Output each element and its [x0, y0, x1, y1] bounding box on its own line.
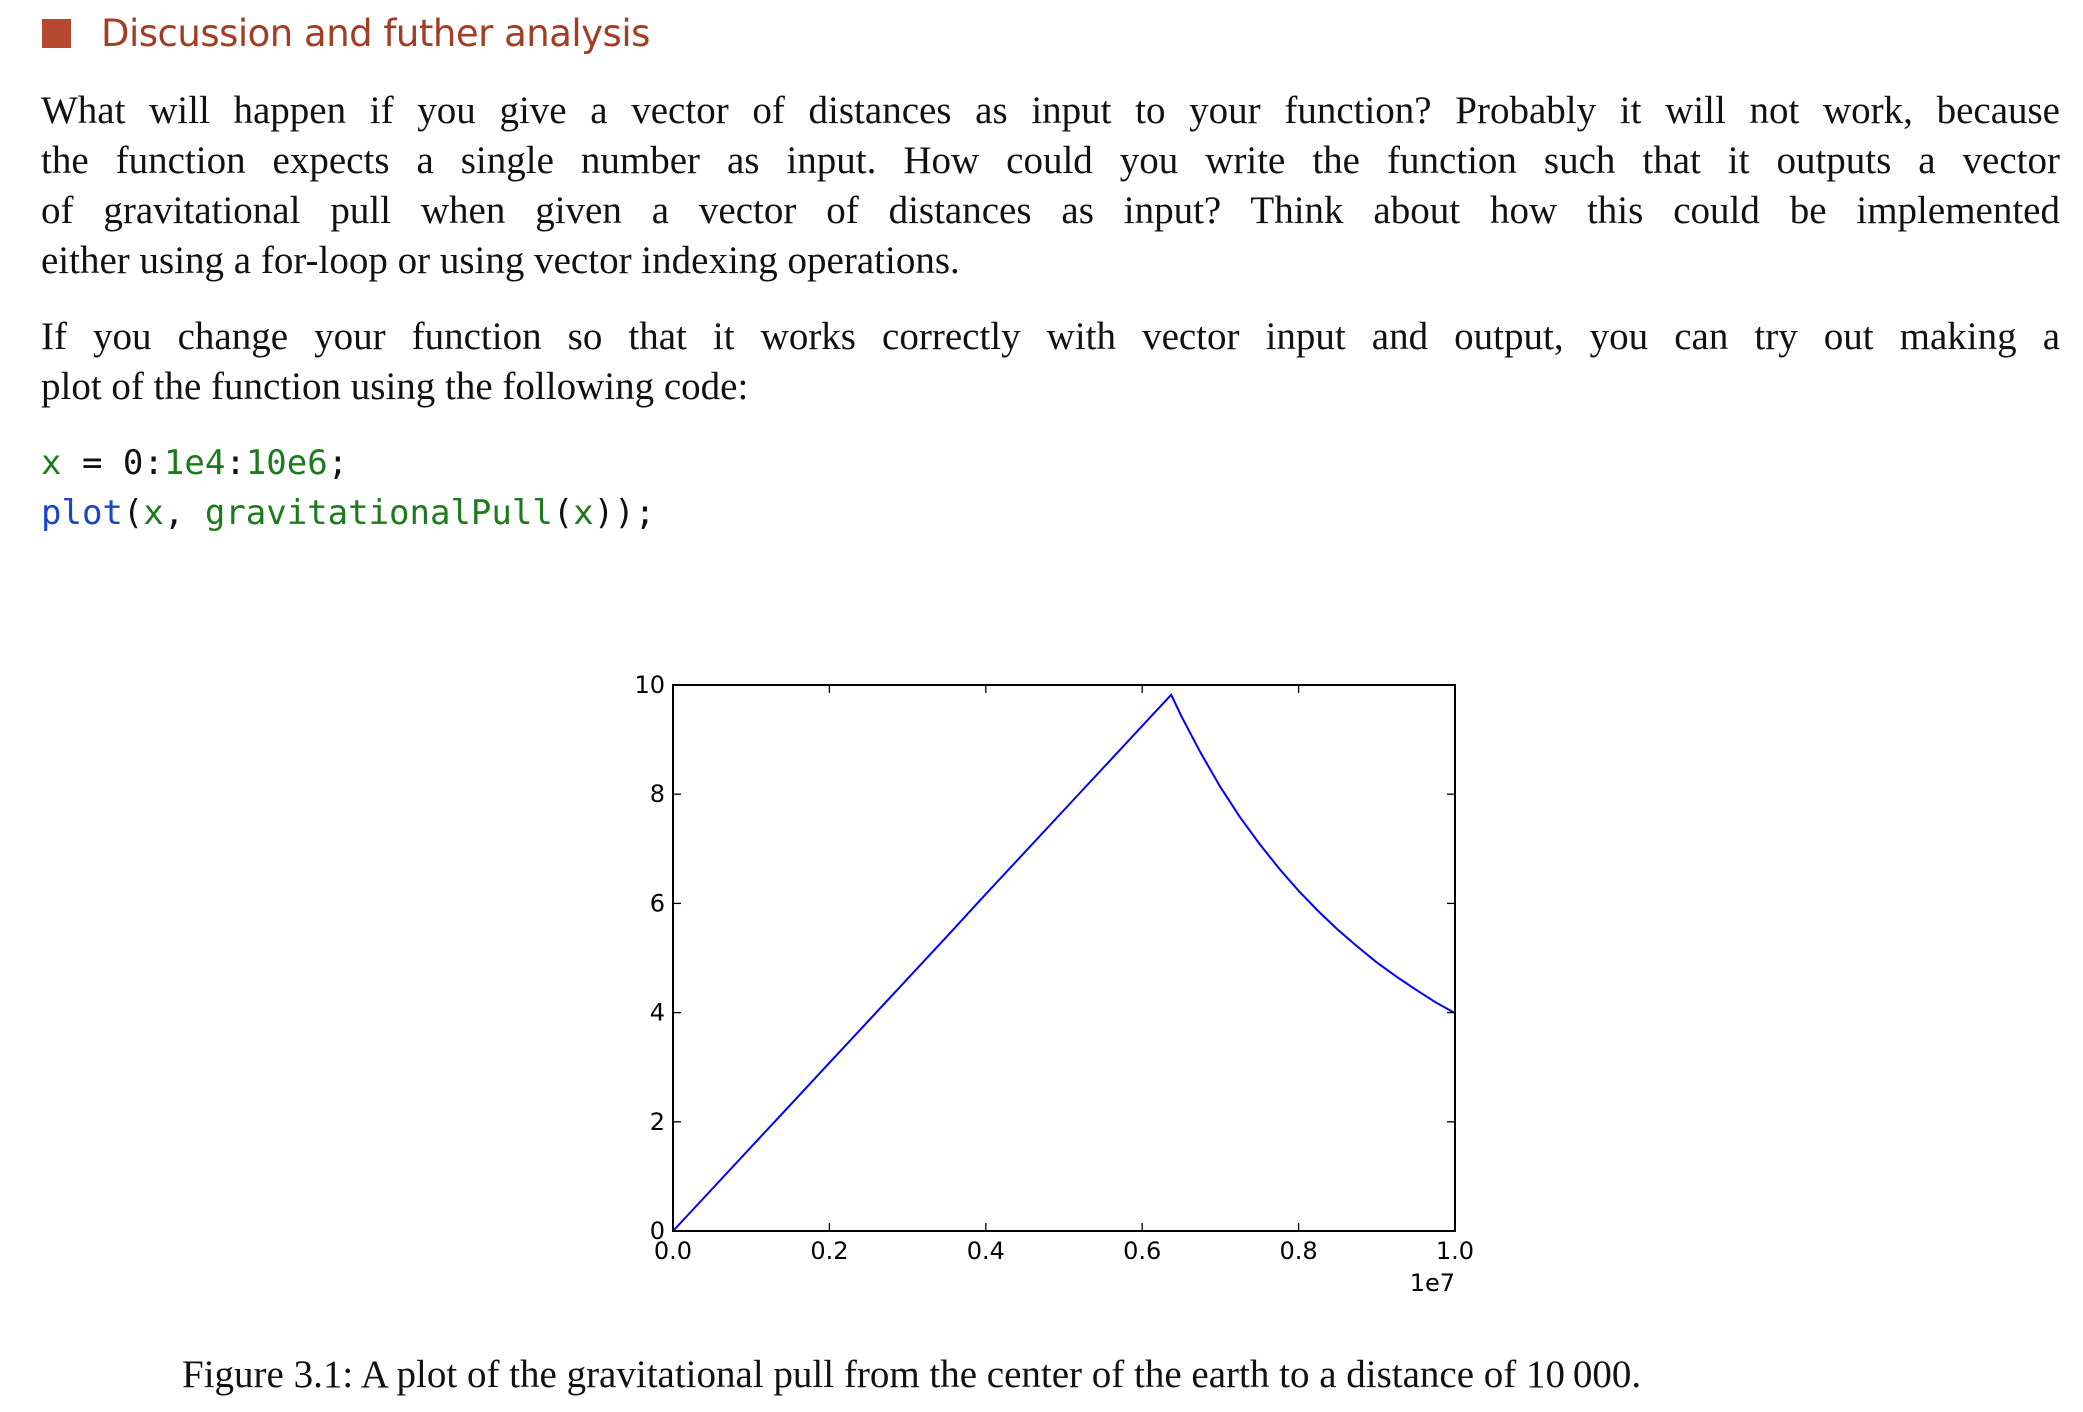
- x-tick-label: 1.0: [1436, 1237, 1474, 1265]
- text-line: of gravitational pull when given a vecto…: [41, 189, 2060, 232]
- code-line-2: plot(x, gravitationalPull(x));: [41, 488, 655, 538]
- text-line: the function expects a single number as …: [41, 139, 2060, 182]
- code-block: x = 0:1e4:10e6; plot(x, gravitationalPull…: [41, 438, 655, 538]
- code-token: ));: [593, 493, 656, 533]
- x-tick-label: 0.0: [654, 1237, 692, 1265]
- code-token: x: [573, 493, 594, 533]
- section-bullet-square: [42, 19, 71, 48]
- code-token: 0: [122, 443, 144, 483]
- x-tick-label: 0.4: [967, 1237, 1005, 1265]
- code-token: plot: [41, 493, 123, 533]
- x-tick-label: 0.6: [1123, 1237, 1161, 1265]
- y-tick-label: 4: [650, 999, 665, 1027]
- paragraph-2: If you change your function so that it w…: [41, 312, 2060, 412]
- code-token: (: [122, 493, 144, 533]
- code-token: (: [552, 493, 574, 533]
- code-token: x: [41, 443, 62, 483]
- x-tick-label: 0.2: [810, 1237, 848, 1265]
- code-token: gravitationalPull: [204, 493, 553, 533]
- paragraph-1: What will happen if you give a vector of…: [41, 86, 2060, 286]
- y-tick-label: 10: [634, 671, 665, 699]
- code-token: x: [143, 493, 164, 533]
- code-token: :: [225, 443, 246, 483]
- code-token: ,: [163, 493, 205, 533]
- text-line: either using a for-loop or using vector …: [41, 239, 960, 282]
- code-token: 10e6: [245, 443, 328, 483]
- text-line: What will happen if you give a vector of…: [41, 89, 2060, 132]
- y-tick-label: 8: [650, 780, 665, 808]
- y-tick-label: 6: [650, 889, 665, 917]
- gravitational-pull-chart: 0.0 0.2 0.4 0.6 0.8 1.0 1e7 0 2 4 6 8 10: [634, 671, 1474, 1297]
- text-line: plot of the function using the following…: [41, 365, 749, 408]
- code-token: ;: [327, 443, 349, 483]
- x-offset-label: 1e7: [1410, 1269, 1455, 1297]
- code-token: 1e4: [163, 443, 226, 483]
- plot-frame: [672, 684, 1456, 1232]
- section-heading: Discussion and futher analysis: [42, 12, 650, 55]
- code-token: :: [143, 443, 164, 483]
- section-title: Discussion and futher analysis: [101, 12, 650, 55]
- code-token: =: [61, 443, 123, 483]
- series-line: [672, 693, 1456, 1232]
- y-tick-label: 2: [650, 1108, 665, 1136]
- code-line-1: x = 0:1e4:10e6;: [41, 438, 655, 488]
- text-line: If you change your function so that it w…: [41, 315, 2060, 358]
- x-tick-label: 0.8: [1280, 1237, 1318, 1265]
- y-tick-label: 0: [650, 1217, 665, 1245]
- figure-caption: Figure 3.1: A plot of the gravitational …: [182, 1353, 1642, 1396]
